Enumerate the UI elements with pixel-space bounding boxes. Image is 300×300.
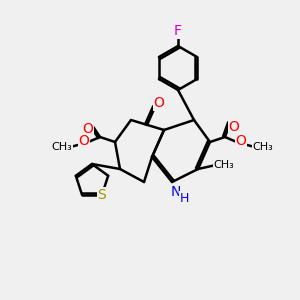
Text: N: N (171, 185, 181, 199)
Text: O: O (154, 96, 164, 110)
Text: CH₃: CH₃ (214, 160, 234, 170)
Text: O: O (229, 120, 239, 134)
Text: O: O (79, 134, 89, 148)
Text: O: O (82, 122, 93, 136)
Text: H: H (179, 191, 189, 205)
Text: S: S (98, 188, 106, 202)
Text: F: F (174, 24, 182, 38)
Text: CH₃: CH₃ (253, 142, 273, 152)
Text: CH₃: CH₃ (52, 142, 72, 152)
Text: O: O (236, 134, 246, 148)
